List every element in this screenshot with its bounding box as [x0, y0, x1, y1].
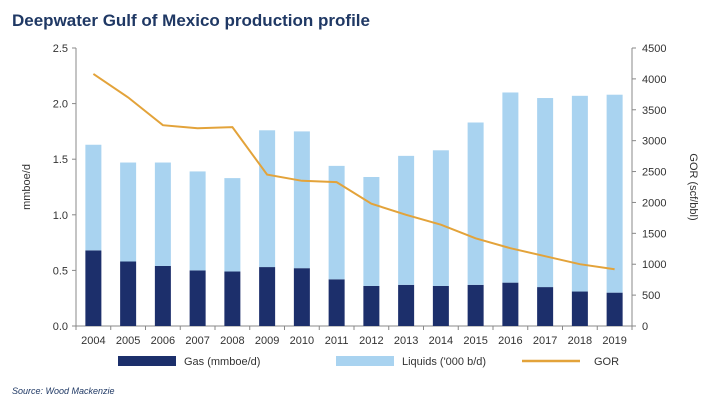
bar-liquids: [189, 171, 206, 271]
bar-liquids: [363, 176, 380, 286]
gor-line: [92, 73, 615, 271]
bar-gas: [120, 261, 137, 326]
bar-gas: [328, 279, 345, 326]
y2-tick-label: 3500: [642, 105, 666, 117]
x-tick-label: 2004: [81, 335, 105, 347]
y-tick-label: 2.0: [53, 99, 68, 111]
legend: Gas (mmboe/d) Liquids ('000 b/d) GOR: [118, 356, 619, 368]
x-tick-label: 2013: [394, 335, 418, 347]
x-tick-label: 2015: [463, 335, 487, 347]
y2-tick-label: 2000: [642, 197, 666, 209]
bar-gas: [606, 292, 623, 326]
legend-label-liquids: Liquids ('000 b/d): [402, 356, 486, 368]
axes: 0.0 0.5 1.0 1.5 2.0 2.5 0 500 1000 1500 2000 2500 30…: [53, 43, 667, 333]
y-tick-label: 0.0: [53, 321, 68, 333]
y2-tick-label: 4000: [642, 74, 666, 86]
bar-liquids: [606, 94, 623, 293]
y2-tick-label: 4500: [642, 43, 666, 55]
y-tick-label: 1.0: [53, 210, 68, 222]
bar-liquids: [224, 178, 241, 272]
bar-gas: [398, 284, 415, 326]
bar-liquids: [467, 122, 484, 285]
bar-gas: [293, 268, 310, 326]
bar-gas: [571, 291, 588, 326]
y-tick-label: 1.5: [53, 154, 68, 166]
bar-liquids: [328, 165, 345, 280]
y-axis-label: mmboe/d: [21, 164, 33, 210]
legend-label-gor: GOR: [594, 356, 619, 368]
bar-gas: [467, 284, 484, 326]
bar-gas: [259, 267, 276, 326]
x-tick-label: 2014: [429, 335, 453, 347]
x-tick-label: 2007: [185, 335, 209, 347]
legend-swatch-liquids: [336, 356, 394, 366]
bar-gas: [537, 287, 554, 326]
bar-gas: [154, 265, 171, 326]
bar-liquids: [120, 162, 137, 262]
bar-liquids: [537, 98, 554, 288]
bar-gas: [502, 282, 519, 326]
x-tick-label: 2012: [359, 335, 383, 347]
y2-tick-label: 1000: [642, 259, 666, 271]
legend-label-gas: Gas (mmboe/d): [184, 356, 260, 368]
bar-gas: [432, 285, 449, 326]
bar-gas: [363, 285, 380, 326]
y-tick-label: 0.5: [53, 265, 68, 277]
x-tick-label: 2008: [220, 335, 244, 347]
y2-tick-label: 500: [642, 290, 660, 302]
y2-tick-label: 0: [642, 321, 648, 333]
bar-liquids: [432, 150, 449, 286]
y2-tick-label: 2500: [642, 167, 666, 179]
y2-tick-label: 3000: [642, 136, 666, 148]
source-note: Source: Wood Mackenzie: [12, 386, 115, 396]
bar-liquids: [154, 162, 171, 266]
bar-liquids: [502, 92, 519, 283]
x-tick-label: 2010: [290, 335, 314, 347]
y-tick-label: 2.5: [53, 43, 68, 55]
x-tick-label: 2005: [116, 335, 140, 347]
x-tick-label: 2009: [255, 335, 279, 347]
bar-gas: [85, 250, 102, 326]
x-tick-label: 2017: [533, 335, 557, 347]
x-tick-label: 2018: [568, 335, 592, 347]
bar-liquids: [398, 155, 415, 285]
x-tick-label: 2006: [151, 335, 175, 347]
chart-title: Deepwater Gulf of Mexico production prof…: [12, 11, 370, 30]
x-tick-label: 2019: [602, 335, 626, 347]
bar-liquids: [571, 95, 588, 292]
y2-axis-label: GOR (scf/bbl): [687, 153, 699, 220]
x-tick-label: 2011: [325, 335, 349, 347]
bar-gas: [189, 270, 206, 326]
y2-tick-label: 1500: [642, 228, 666, 240]
bars: [85, 92, 623, 326]
bar-liquids: [259, 130, 276, 268]
x-ticks: 2004 2005 2006 2007 2008 2009 2010 2011 2012 2013…: [75, 326, 633, 347]
legend-swatch-gas: [118, 356, 176, 366]
bar-liquids: [85, 144, 102, 251]
gor-line-group: [92, 73, 615, 271]
bar-liquids: [293, 131, 310, 269]
x-tick-label: 2016: [498, 335, 522, 347]
bar-gas: [224, 271, 241, 326]
